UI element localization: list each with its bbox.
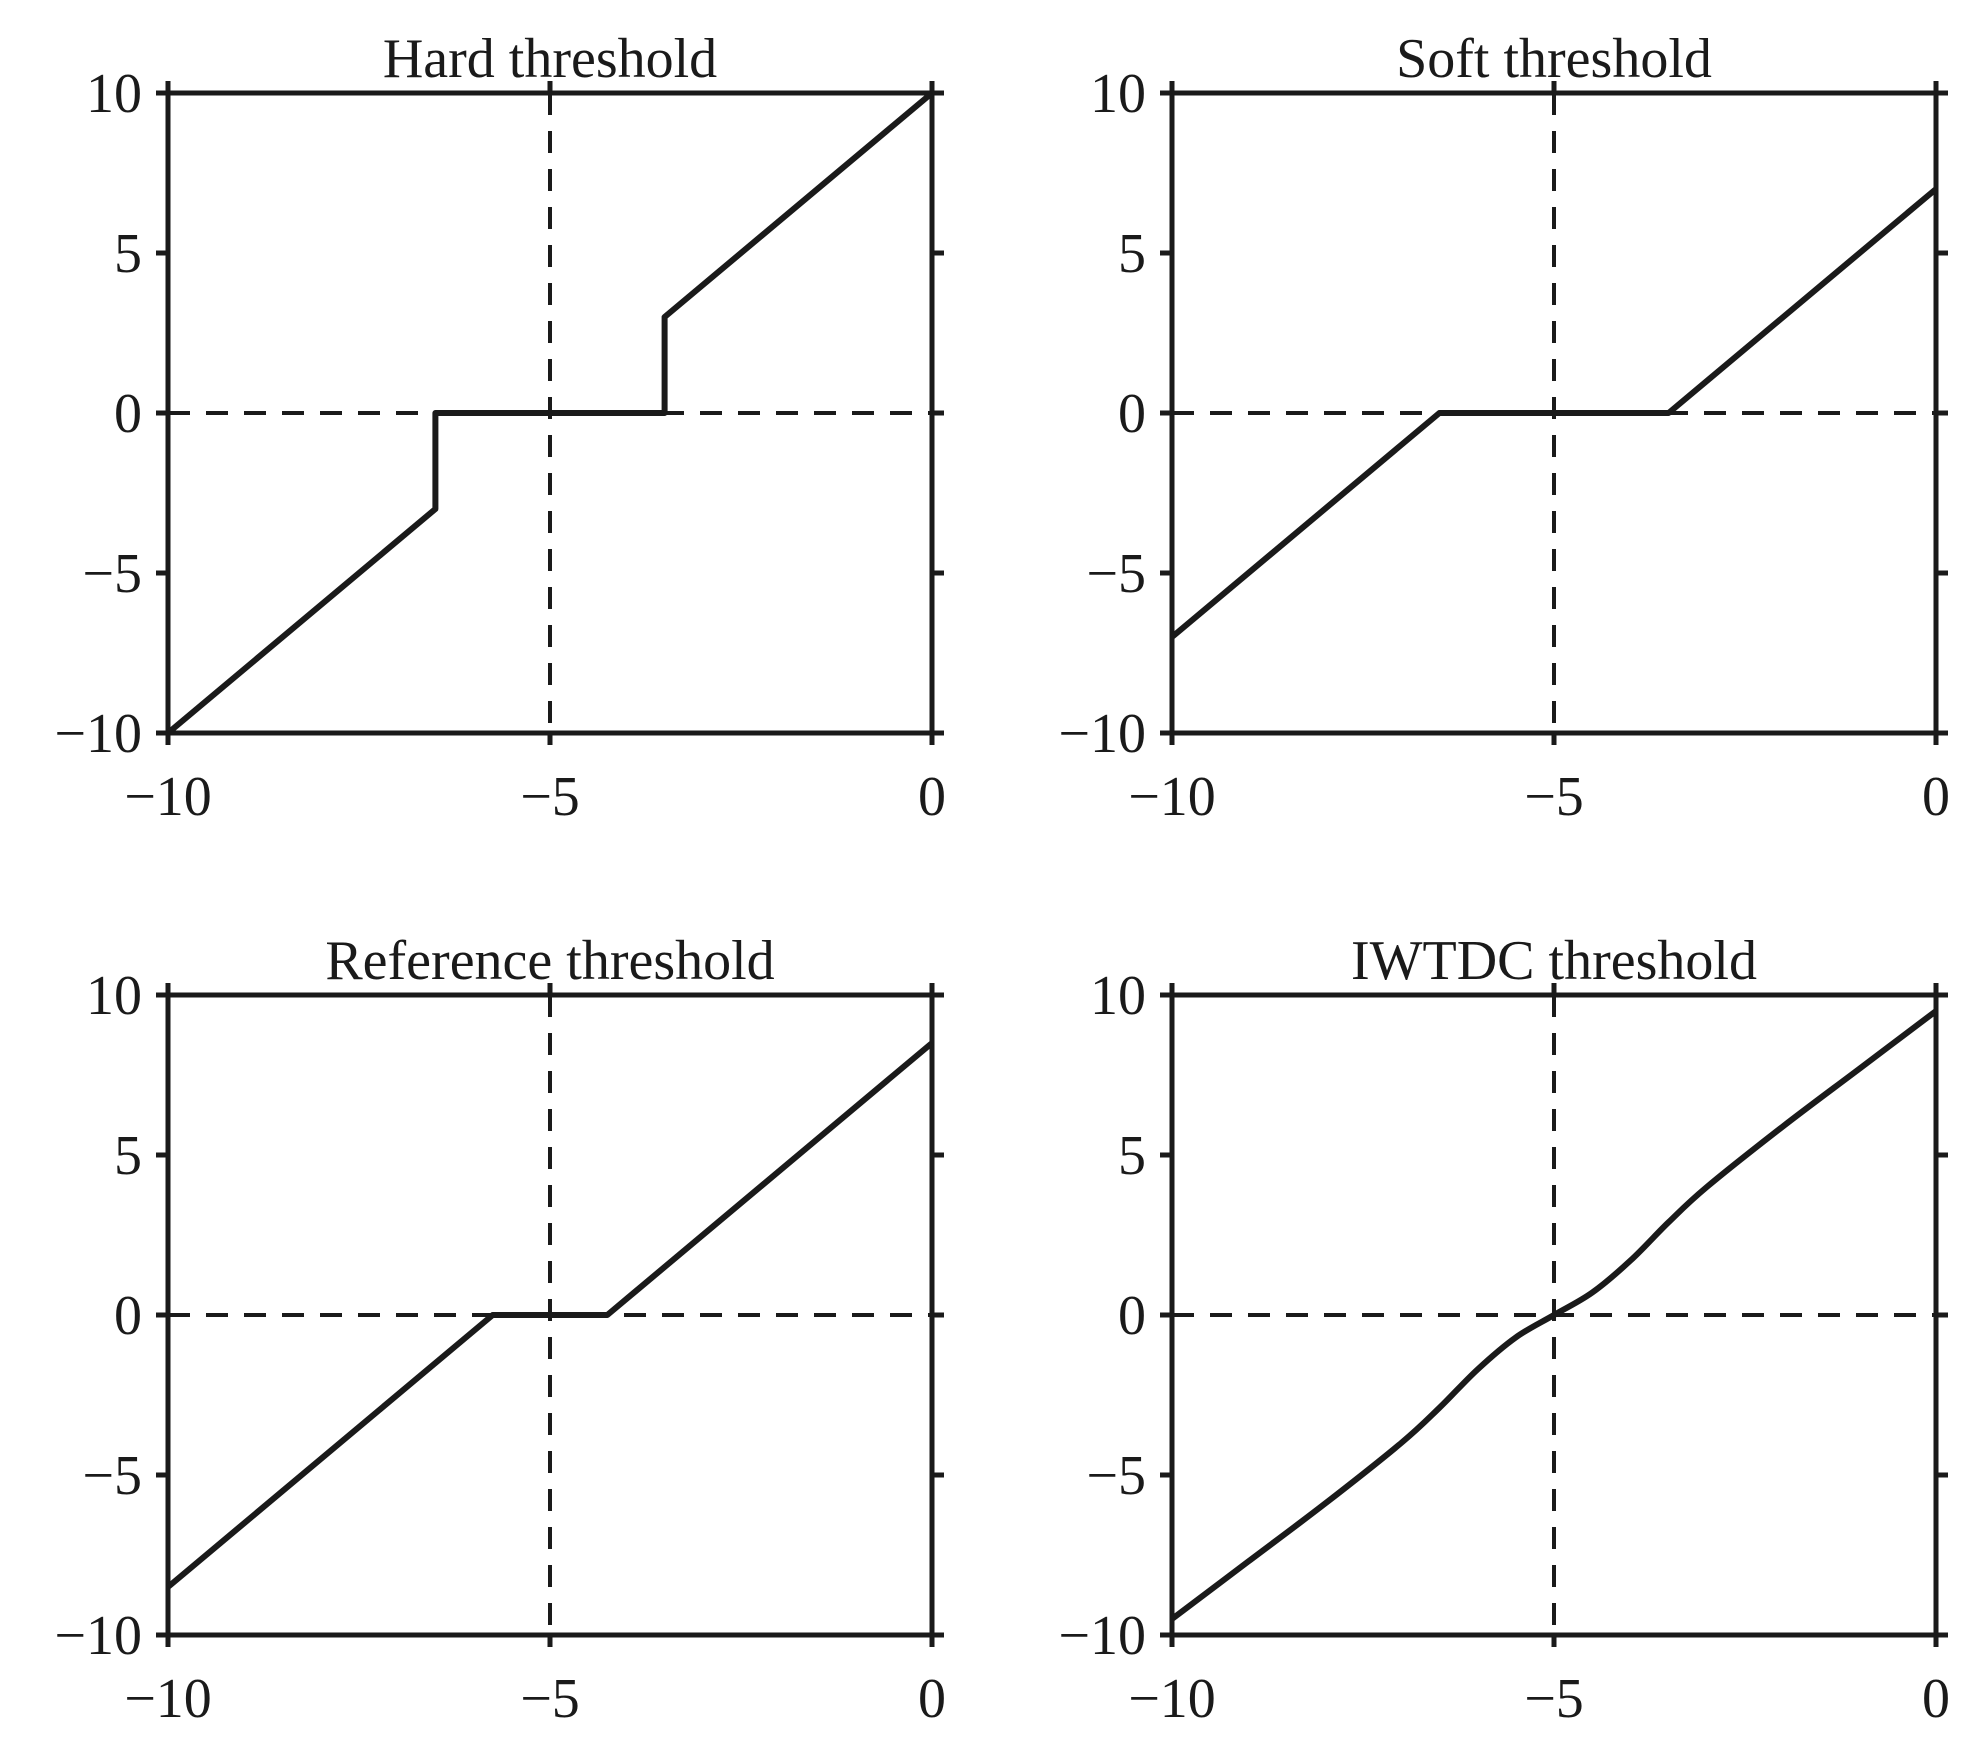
y-tick-label: 5 [1118, 1125, 1146, 1187]
x-tick-label: −5 [520, 1668, 580, 1730]
threshold-curve [1170, 186, 1938, 640]
threshold-curve [166, 90, 934, 736]
x-tick-label: 0 [1922, 766, 1950, 828]
panel-2: Soft threshold −10 −5 0 5 10 −10 −5 0 [1058, 28, 1950, 828]
y-tick-label: 5 [1118, 223, 1146, 285]
y-tick-label: 5 [114, 1125, 142, 1187]
y-tick-label: −10 [1058, 1605, 1146, 1667]
panel-1: Hard threshold −10 −5 0 5 10 −10 −5 0 [54, 28, 946, 828]
y-tick-label: 0 [1118, 1285, 1146, 1347]
x-tick-label: −10 [1128, 766, 1216, 828]
x-tick-label: −5 [1524, 1668, 1584, 1730]
y-tick-label: 0 [114, 383, 142, 445]
y-tick-label: −10 [54, 703, 142, 765]
x-tick-label: −5 [1524, 766, 1584, 828]
y-tick-label: 0 [114, 1285, 142, 1347]
x-tick-label: −5 [520, 766, 580, 828]
threshold-curve [1170, 1008, 1938, 1622]
y-tick-label: 10 [1090, 63, 1146, 125]
y-tick-label: −5 [1086, 543, 1146, 605]
y-tick-label: 5 [114, 223, 142, 285]
panel-title: Reference threshold [325, 930, 774, 992]
panel-4: IWTDC threshold −10 −5 0 5 10 −10 −5 0 [1058, 930, 1950, 1730]
y-tick-label: 0 [1118, 383, 1146, 445]
y-tick-label: 10 [1090, 965, 1146, 1027]
x-tick-label: 0 [918, 766, 946, 828]
panel-title: Soft threshold [1396, 28, 1712, 90]
y-tick-label: 10 [86, 63, 142, 125]
x-tick-label: 0 [1922, 1668, 1950, 1730]
x-tick-label: −10 [124, 766, 212, 828]
y-tick-label: −5 [82, 543, 142, 605]
y-tick-label: −5 [82, 1445, 142, 1507]
panel-title: Hard threshold [383, 28, 717, 90]
y-tick-label: −10 [1058, 703, 1146, 765]
panel-3: Reference threshold −10 −5 0 5 10 −10 −5 0 [54, 930, 946, 1730]
panel-title: IWTDC threshold [1351, 930, 1757, 992]
y-tick-label: 10 [86, 965, 142, 1027]
x-tick-label: 0 [918, 1668, 946, 1730]
y-tick-label: −5 [1086, 1445, 1146, 1507]
threshold-curve [166, 1040, 934, 1590]
x-tick-label: −10 [124, 1668, 212, 1730]
x-tick-label: −10 [1128, 1668, 1216, 1730]
y-tick-label: −10 [54, 1605, 142, 1667]
